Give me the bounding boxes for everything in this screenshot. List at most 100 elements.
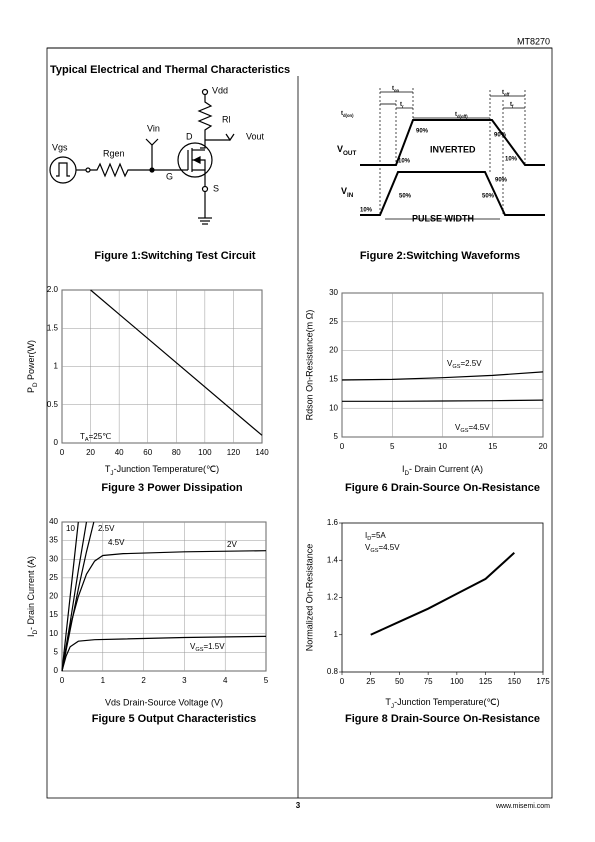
y-tick-label: 1 xyxy=(54,362,59,371)
series-label-part: =2.5V xyxy=(460,359,482,368)
x-axis-label-part: T xyxy=(385,697,391,707)
waveforms xyxy=(360,88,545,220)
y-axis-label-part: I xyxy=(26,635,36,638)
series-label: 4.5V xyxy=(108,538,125,547)
x-tick-label: 80 xyxy=(172,448,181,457)
circuit-label: S xyxy=(213,183,219,193)
circuit-label: Rgen xyxy=(103,148,125,158)
x-tick-label: 1 xyxy=(101,676,106,685)
arrow xyxy=(145,138,159,146)
x-axis-label-part: - Drain Current (A) xyxy=(409,464,483,474)
waveform-label: 10% xyxy=(505,157,518,163)
x-tick-label: 150 xyxy=(508,677,522,686)
x-tick-label: 50 xyxy=(395,677,404,686)
y-tick-label: 0 xyxy=(54,438,59,447)
x-tick-label: 4 xyxy=(223,676,228,685)
x-tick-label: 2 xyxy=(141,676,146,685)
series-label: VGS=1.5V xyxy=(190,642,225,653)
arrow xyxy=(192,156,201,164)
y-tick-label: 20 xyxy=(329,346,338,355)
x-tick-label: 3 xyxy=(182,676,187,685)
waveform-label-part: t xyxy=(455,112,457,118)
y-axis-label: Rdson On-Resistance(m Ω) xyxy=(304,310,314,421)
series-label-part: GS xyxy=(460,428,468,434)
y-axis-label-part: P xyxy=(26,387,36,393)
waveform-label-part: t xyxy=(400,102,402,108)
x-axis-label: TJ-Junction Temperature(℃) xyxy=(385,697,499,710)
chart-title: Figure 8 Drain-Source On-Resistance xyxy=(345,713,540,725)
section-title: Typical Electrical and Thermal Character… xyxy=(50,64,290,76)
waveform-label: tf xyxy=(510,102,514,109)
vin-wave xyxy=(360,171,545,216)
annotation-part: D xyxy=(367,536,371,542)
y-tick-label: 0 xyxy=(54,666,59,675)
page-frame xyxy=(46,47,553,799)
series-label-part: =4.5V xyxy=(468,423,490,432)
x-axis-label: Vds Drain-Source Voltage (V) xyxy=(105,697,223,707)
annotation-part: =25℃ xyxy=(89,432,112,441)
y-tick-label: 10 xyxy=(49,629,58,638)
terminal xyxy=(201,88,209,96)
data-line xyxy=(61,521,79,672)
waveform-label-part: OUT xyxy=(343,150,356,157)
y-tick-label: 0.5 xyxy=(47,400,59,409)
vout-wave xyxy=(360,119,545,166)
circuit-label: Rl xyxy=(222,114,231,124)
waveform-label-part: t xyxy=(341,111,343,117)
y-axis-label: ID- Drain Current (A) xyxy=(26,556,39,637)
waveform-label-part: t xyxy=(510,102,512,108)
series-label-part: V xyxy=(190,642,196,651)
annotation-part: =4.5V xyxy=(378,543,400,552)
x-tick-label: 5 xyxy=(264,676,269,685)
x-tick-label: 100 xyxy=(198,448,212,457)
chart-title: Figure 6 Drain-Source On-Resistance xyxy=(345,482,540,494)
arrow xyxy=(225,133,235,142)
y-tick-label: 25 xyxy=(49,573,58,582)
page-number: 3 xyxy=(296,801,301,810)
x-tick-label: 20 xyxy=(86,448,95,457)
x-tick-label: 140 xyxy=(255,448,269,457)
data-line xyxy=(61,550,267,672)
waveform-label: td(off) xyxy=(455,112,468,119)
series-label: 2.5V xyxy=(98,524,115,533)
waveform-label: VIN xyxy=(341,186,354,199)
terminal xyxy=(201,185,209,193)
y-tick-label: 20 xyxy=(49,592,58,601)
resistor-rl xyxy=(197,95,213,140)
x-axis-label-part: I xyxy=(402,464,405,474)
waveform-label-part: off xyxy=(504,92,510,97)
annotation-part: GS xyxy=(370,548,378,554)
circuit-label: D xyxy=(186,131,193,141)
x-tick-label: 100 xyxy=(450,677,464,686)
annotation: TA=25℃ xyxy=(80,432,111,443)
y-axis-label-part: Power(W) xyxy=(26,340,36,383)
annotation-part: =5A xyxy=(371,531,386,540)
x-tick-label: 60 xyxy=(143,448,152,457)
data-line xyxy=(90,289,263,436)
circuit-label: Vout xyxy=(246,131,265,141)
x-tick-label: 20 xyxy=(539,442,548,451)
annotation: ID=5A xyxy=(365,531,386,542)
waveform-label: toff xyxy=(502,90,510,97)
website: www.misemi.com xyxy=(495,803,550,810)
circuit-label: Vdd xyxy=(212,85,228,95)
data-line xyxy=(370,552,515,636)
series-label: VGS=4.5V xyxy=(455,423,490,434)
waveform-label: 90% xyxy=(495,178,508,184)
y-tick-label: 0.8 xyxy=(327,667,339,676)
pulse xyxy=(56,162,70,177)
waveform-label-part: V xyxy=(341,186,347,196)
chart-title: Figure 3 Power Dissipation xyxy=(101,482,242,494)
waveform-label: td(on) xyxy=(341,111,354,118)
wire xyxy=(200,140,206,149)
x-axis-label-part: -Junction Temperature(℃) xyxy=(394,697,499,707)
part-number: MT8270 xyxy=(517,36,550,46)
x-tick-label: 125 xyxy=(479,677,493,686)
series-label-part: V xyxy=(447,359,453,368)
waveform-label-part: d(off) xyxy=(457,114,468,119)
circuit xyxy=(49,88,235,225)
series-label: 10 xyxy=(66,524,75,533)
waveform-label: ton xyxy=(392,86,400,93)
x-tick-label: 175 xyxy=(536,677,550,686)
waveform-label: INVERTED xyxy=(430,144,476,154)
